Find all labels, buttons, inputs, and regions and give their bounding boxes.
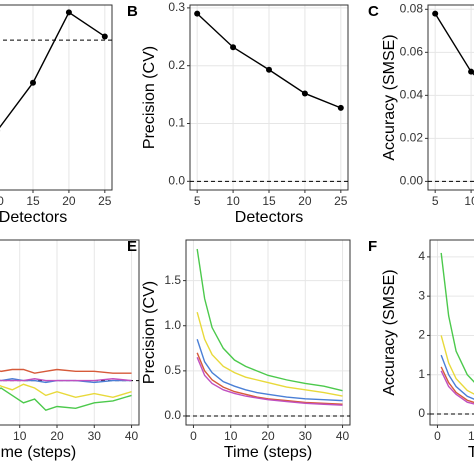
x-tick-label: 40 (336, 429, 350, 443)
panel-label: E (127, 238, 137, 255)
x-tick-label: 20 (50, 429, 64, 443)
x-tick-label: 10 (464, 194, 474, 208)
x-tick-label: 10 (226, 194, 240, 208)
series-line (440, 370, 474, 405)
series-line (196, 312, 343, 397)
series-line (196, 352, 343, 405)
y-tick-label: 1.5 (164, 273, 181, 287)
series-line (434, 13, 474, 76)
point (65, 9, 72, 16)
point (432, 10, 439, 17)
y-tick-label: 0.0 (164, 408, 181, 422)
y-tick-label: 3 (418, 288, 425, 302)
x-tick-label: 10 (0, 194, 4, 208)
x-axis-title: Time (steps) (224, 444, 312, 461)
series-line (0, 387, 132, 411)
y-tick-label: 2 (418, 328, 425, 342)
x-tick-label: 20 (298, 194, 312, 208)
point (230, 44, 237, 51)
x-tick-label: 0 (190, 429, 197, 443)
series-line (196, 339, 343, 402)
y-tick-label: 0 (418, 406, 425, 420)
y-axis-title: Accuracy (SMSE) (381, 34, 398, 160)
series-line (0, 378, 132, 382)
y-tick-label: 0.04 (400, 88, 424, 102)
y-axis-title: Precision (CV) (141, 46, 158, 149)
y-tick-label: 0.5 (164, 363, 181, 377)
x-axis-title: Detectors (235, 209, 303, 226)
point (266, 66, 272, 73)
y-tick-label: 0.3 (168, 0, 185, 14)
y-tick-label: 1 (418, 367, 425, 381)
plot-border (429, 239, 474, 426)
series-line (440, 252, 474, 383)
series-line (440, 366, 474, 404)
x-axis-title: Time (steps) (468, 444, 474, 461)
x-tick-label: 10 (468, 429, 474, 443)
point (301, 90, 308, 97)
series-line (0, 383, 132, 398)
x-tick-label: 40 (125, 429, 139, 443)
x-tick-label: 10 (13, 429, 27, 443)
y-tick-label: 0.08 (400, 1, 424, 15)
y-tick-label: 0.06 (400, 44, 424, 58)
x-tick-label: 5 (432, 194, 439, 208)
x-tick-label: 20 (261, 429, 275, 443)
x-tick-label: 25 (334, 194, 348, 208)
point (194, 10, 201, 17)
plot-border (189, 4, 349, 191)
y-tick-label: 0.0 (168, 174, 185, 188)
panel-label: F (368, 238, 377, 255)
panel-label: C (368, 3, 379, 20)
series-line (0, 378, 132, 384)
plot-border (0, 4, 113, 191)
y-tick-label: 0.00 (400, 174, 424, 188)
x-axis-title: Detectors (0, 209, 67, 226)
plot-border (427, 4, 474, 191)
x-tick-label: 30 (299, 429, 313, 443)
x-tick-label: 25 (98, 194, 112, 208)
x-tick-label: 15 (262, 194, 276, 208)
y-tick-label: 0.2 (168, 58, 185, 72)
x-tick-label: 15 (26, 194, 40, 208)
x-axis-title: Detectors (473, 209, 474, 226)
y-axis-title: Accuracy (SMSE) (381, 269, 398, 395)
series-line (440, 335, 474, 395)
y-tick-label: 1.0 (164, 318, 181, 332)
point (337, 104, 344, 111)
panel-label: B (127, 3, 138, 20)
point (101, 33, 108, 40)
plot-border (0, 239, 140, 426)
x-tick-label: 0 (434, 429, 441, 443)
series-line (196, 357, 343, 406)
plot-border (185, 239, 351, 426)
y-axis-title: Precision (CV) (141, 281, 158, 384)
y-tick-label: 4 (418, 249, 425, 263)
x-tick-label: 20 (62, 194, 76, 208)
x-axis-title: Time (steps) (0, 444, 76, 461)
x-tick-label: 10 (224, 429, 238, 443)
y-tick-label: 0.1 (168, 116, 185, 130)
series-line (0, 368, 132, 374)
y-tick-label: 0.02 (400, 131, 424, 145)
x-tick-label: 5 (194, 194, 201, 208)
point (30, 79, 36, 86)
point (468, 68, 474, 75)
series-line (196, 248, 343, 392)
series-line (440, 354, 474, 400)
x-tick-label: 30 (88, 429, 102, 443)
series-line (0, 11, 106, 129)
